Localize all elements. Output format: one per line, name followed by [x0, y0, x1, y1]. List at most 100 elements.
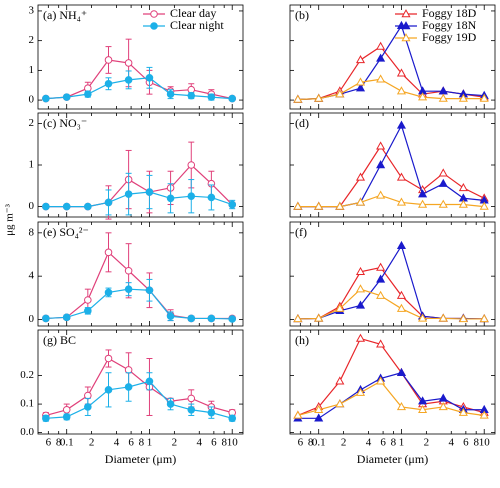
marker	[166, 194, 175, 203]
series-line	[297, 145, 485, 208]
marker	[418, 92, 428, 101]
marker	[479, 201, 489, 210]
marker	[104, 248, 113, 257]
marker	[458, 182, 468, 192]
series-line	[297, 288, 485, 320]
x-tick-label: 8	[56, 437, 62, 449]
marker	[84, 296, 92, 304]
x-tick-label: 4	[449, 437, 455, 449]
marker	[396, 303, 407, 312]
marker	[42, 414, 50, 423]
x-tick-label: 8	[221, 437, 227, 449]
series-line	[45, 59, 233, 100]
y-tick-label: 4	[29, 270, 35, 282]
marker	[84, 403, 92, 411]
marker	[187, 394, 196, 403]
y-tick-label: 0	[29, 200, 35, 212]
marker	[124, 59, 133, 67]
series-line	[45, 77, 233, 100]
y-tick-label: 0	[29, 94, 35, 106]
marker	[124, 383, 133, 391]
y-tick-label: 0.2	[20, 369, 34, 381]
marker	[84, 90, 92, 98]
panel-title: (b)	[295, 8, 309, 22]
marker	[376, 274, 386, 283]
marker	[458, 407, 468, 416]
marker	[355, 300, 366, 309]
marker	[335, 89, 345, 98]
marker	[62, 413, 71, 421]
marker	[124, 285, 133, 293]
legend-marker	[401, 21, 411, 30]
marker	[104, 354, 113, 363]
marker	[418, 189, 428, 198]
x-tick-label: 6	[211, 437, 217, 449]
marker	[479, 410, 489, 419]
marker	[314, 93, 324, 102]
x-tick-label: 2	[341, 437, 347, 449]
marker	[376, 262, 386, 271]
marker	[228, 94, 237, 103]
marker	[124, 76, 133, 84]
marker	[104, 198, 113, 207]
marker	[145, 188, 154, 196]
marker	[62, 313, 71, 322]
x-tick-label: 8	[473, 437, 479, 449]
marker	[62, 405, 71, 414]
marker	[438, 402, 448, 411]
marker	[376, 190, 386, 199]
marker	[376, 376, 386, 385]
x-tick-label: 8	[308, 437, 314, 449]
marker	[396, 68, 407, 77]
plot-frame	[289, 4, 496, 110]
marker	[166, 312, 175, 321]
marker	[355, 55, 366, 64]
x-tick-label: 6	[298, 437, 304, 449]
x-tick-label: 6	[380, 437, 386, 449]
marker	[458, 314, 468, 323]
marker	[479, 314, 489, 323]
marker	[314, 201, 324, 210]
marker	[42, 314, 50, 323]
marker	[479, 93, 489, 102]
legend-marker	[150, 22, 158, 30]
marker	[396, 120, 407, 129]
x-tick-label: 10	[479, 437, 491, 449]
x-tick-label: 1	[399, 437, 405, 449]
marker	[438, 393, 448, 402]
marker	[458, 199, 468, 208]
marker	[438, 93, 448, 102]
marker	[418, 199, 428, 208]
marker	[104, 79, 113, 88]
marker	[355, 83, 366, 92]
y-tick-label: 2	[29, 117, 35, 129]
marker	[396, 290, 407, 299]
marker	[376, 339, 386, 348]
x-tick-label: 2	[424, 437, 430, 449]
marker	[355, 77, 366, 86]
marker	[396, 367, 407, 376]
series-line	[45, 288, 233, 320]
marker	[438, 199, 448, 208]
series-line	[297, 337, 485, 417]
marker	[145, 286, 154, 295]
x-tick-label: 0.1	[60, 437, 74, 449]
legend-label: Clear night	[170, 18, 224, 32]
marker	[207, 193, 216, 202]
marker	[376, 53, 386, 62]
x-tick-label: 6	[46, 437, 52, 449]
plot-frame	[37, 329, 244, 435]
series-line	[45, 164, 233, 208]
x-tick-label: 4	[366, 437, 372, 449]
y-tick-label: 2	[29, 34, 35, 46]
series-line	[297, 123, 485, 208]
marker	[145, 377, 154, 386]
marker	[104, 56, 113, 64]
y-tick-label: 0	[29, 313, 35, 325]
marker	[355, 197, 366, 206]
marker	[228, 200, 237, 209]
marker	[187, 91, 196, 100]
panel-title: (g) BC	[43, 333, 76, 347]
marker	[145, 74, 154, 82]
